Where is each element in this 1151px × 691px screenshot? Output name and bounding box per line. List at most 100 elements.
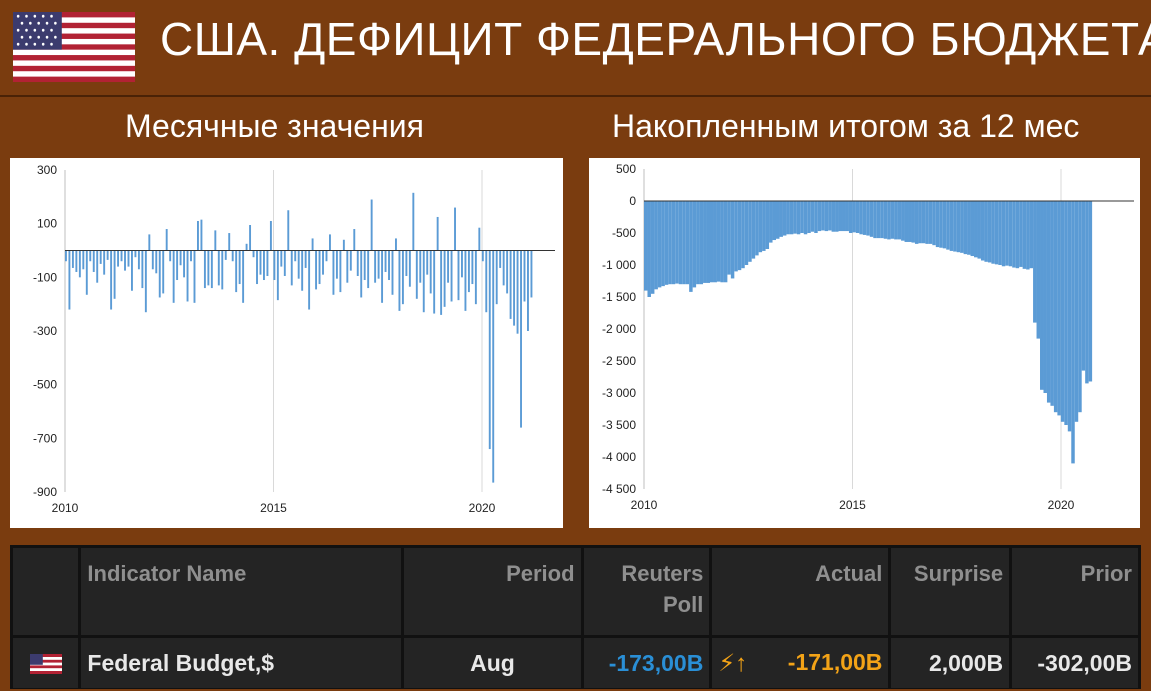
bar xyxy=(748,201,752,262)
bar xyxy=(1005,201,1009,266)
bar xyxy=(710,201,714,283)
x-tick-label: 2010 xyxy=(631,498,658,512)
x-tick-label: 2015 xyxy=(260,501,287,515)
bar xyxy=(176,250,179,281)
bar xyxy=(814,201,818,233)
bar xyxy=(734,201,738,272)
y-tick-label: -100 xyxy=(33,270,57,284)
bar xyxy=(1015,201,1020,269)
reuters-poll-value: -173,00B xyxy=(583,638,710,688)
bar xyxy=(1053,201,1058,413)
bar xyxy=(755,201,759,256)
bar xyxy=(1081,201,1086,371)
bar xyxy=(259,250,262,275)
bar xyxy=(939,201,943,248)
bar xyxy=(89,250,92,262)
bar xyxy=(203,250,206,289)
bar xyxy=(977,201,981,259)
header-actual[interactable]: Actual xyxy=(712,548,889,635)
bar xyxy=(657,201,662,288)
y-tick-label: -3 000 xyxy=(602,386,636,400)
bar xyxy=(980,201,985,261)
indicator-table: Indicator Name Period Reuters Poll Actual… xyxy=(10,545,1141,689)
bar xyxy=(953,201,957,252)
bar xyxy=(901,201,905,241)
bar xyxy=(928,201,933,244)
bar xyxy=(148,234,151,251)
bar xyxy=(942,201,947,249)
bar xyxy=(1043,201,1047,393)
y-tick-label: 0 xyxy=(629,194,636,208)
bar xyxy=(134,250,137,258)
bar xyxy=(488,250,491,450)
header-prior[interactable]: Prior xyxy=(1012,548,1138,635)
bar xyxy=(197,220,199,251)
bar xyxy=(897,201,902,240)
bar xyxy=(294,250,297,262)
bar xyxy=(256,250,258,285)
bar xyxy=(1029,201,1034,269)
bar xyxy=(1040,201,1044,390)
bar xyxy=(464,250,467,311)
bar xyxy=(869,201,874,237)
bar xyxy=(682,201,686,285)
monthly-chart: 2010 2015 2020 300 100 -100 -300 -500 -700 -900 xyxy=(33,163,555,515)
bar xyxy=(925,201,929,244)
bar xyxy=(214,230,217,251)
bar xyxy=(758,201,763,253)
bar xyxy=(103,250,106,275)
bar xyxy=(887,201,891,240)
bar xyxy=(963,201,968,255)
bar xyxy=(671,201,676,285)
bar xyxy=(1074,201,1079,422)
bar xyxy=(471,250,474,285)
bar xyxy=(918,201,922,244)
bar xyxy=(235,250,238,293)
bar xyxy=(408,250,411,287)
bar xyxy=(200,219,203,251)
bar xyxy=(461,250,463,278)
bar xyxy=(165,229,168,251)
header-surprise[interactable]: Surprise xyxy=(891,548,1010,635)
table-row[interactable]: Federal Budget,$ Aug -173,00B ⚡↑ -171,00… xyxy=(13,638,1138,688)
bar xyxy=(650,201,655,294)
bar xyxy=(304,250,307,268)
bar xyxy=(349,250,352,271)
y-tick-label: -4 500 xyxy=(602,482,636,496)
bar xyxy=(172,250,175,303)
bar xyxy=(852,201,856,233)
bar xyxy=(737,201,742,271)
bar xyxy=(75,250,78,272)
bar xyxy=(127,250,130,267)
bar xyxy=(117,250,120,267)
bar xyxy=(252,250,255,258)
header-period[interactable]: Period xyxy=(404,548,581,635)
bar xyxy=(800,201,804,233)
bar xyxy=(124,250,126,271)
bar xyxy=(523,250,526,302)
bar xyxy=(727,201,731,275)
bar xyxy=(779,201,783,237)
bar xyxy=(485,250,488,313)
bar xyxy=(353,229,356,251)
bar xyxy=(974,201,978,258)
bar xyxy=(696,201,700,285)
header-indicator-name[interactable]: Indicator Name xyxy=(81,548,402,635)
bar xyxy=(120,250,123,262)
bar xyxy=(242,250,245,303)
bar xyxy=(1078,201,1082,413)
bar xyxy=(137,250,140,270)
bar xyxy=(914,201,919,244)
bar xyxy=(751,201,756,259)
bar xyxy=(1001,201,1006,267)
bar xyxy=(911,201,915,243)
header-poll-line2: Poll xyxy=(662,592,704,617)
bolt-up-icon: ⚡↑ xyxy=(718,649,748,677)
bar xyxy=(360,250,363,298)
bar xyxy=(412,192,415,251)
bar xyxy=(263,250,265,281)
bar xyxy=(169,250,172,262)
bar xyxy=(276,250,279,301)
bar xyxy=(810,201,815,232)
header-reuters-poll[interactable]: Reuters Poll xyxy=(583,548,710,635)
